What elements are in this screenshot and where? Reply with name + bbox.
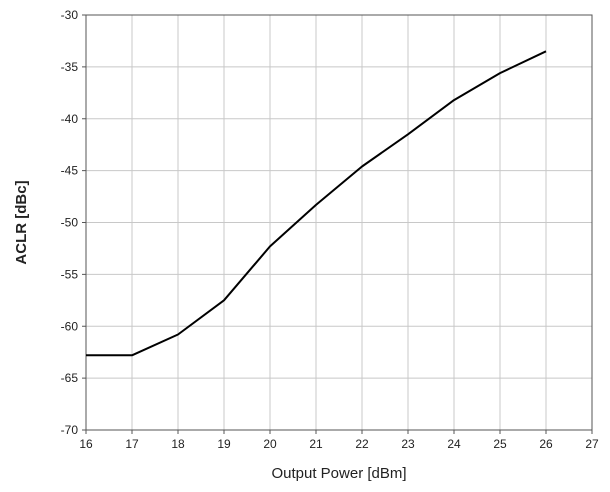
x-tick-label: 27 (585, 437, 599, 451)
x-axis-title: Output Power [dBm] (271, 465, 406, 482)
x-tick-label: 16 (79, 437, 93, 451)
x-axis-ticks: 16 17 18 19 20 21 22 23 24 25 26 27 (79, 430, 599, 451)
x-tick-label: 17 (125, 437, 139, 451)
x-tick-label: 22 (355, 437, 369, 451)
x-tick-label: 26 (539, 437, 553, 451)
y-tick-label: -65 (61, 371, 79, 385)
y-tick-label: -35 (61, 60, 79, 74)
y-tick-label: -50 (61, 216, 79, 230)
y-axis-ticks: -30 -35 -40 -45 -50 -55 -60 -65 -70 (61, 8, 86, 437)
series-layer (86, 50, 547, 357)
y-axis-title: ACLR [dBc] (13, 180, 30, 264)
x-tick-label: 18 (171, 437, 185, 451)
x-tick-label: 25 (493, 437, 507, 451)
x-tick-label: 21 (309, 437, 323, 451)
x-tick-label: 24 (447, 437, 461, 451)
series-line-0 (86, 50, 547, 357)
y-tick-label: -30 (61, 8, 79, 22)
x-tick-label: 23 (401, 437, 415, 451)
y-tick-label: -40 (61, 112, 79, 126)
y-tick-label: -70 (61, 423, 79, 437)
x-tick-label: 19 (217, 437, 231, 451)
y-tick-label: -45 (61, 164, 79, 178)
x-tick-label: 20 (263, 437, 277, 451)
y-tick-label: -55 (61, 267, 79, 281)
grid-lines (85, 14, 593, 431)
y-tick-label: -60 (61, 319, 79, 333)
